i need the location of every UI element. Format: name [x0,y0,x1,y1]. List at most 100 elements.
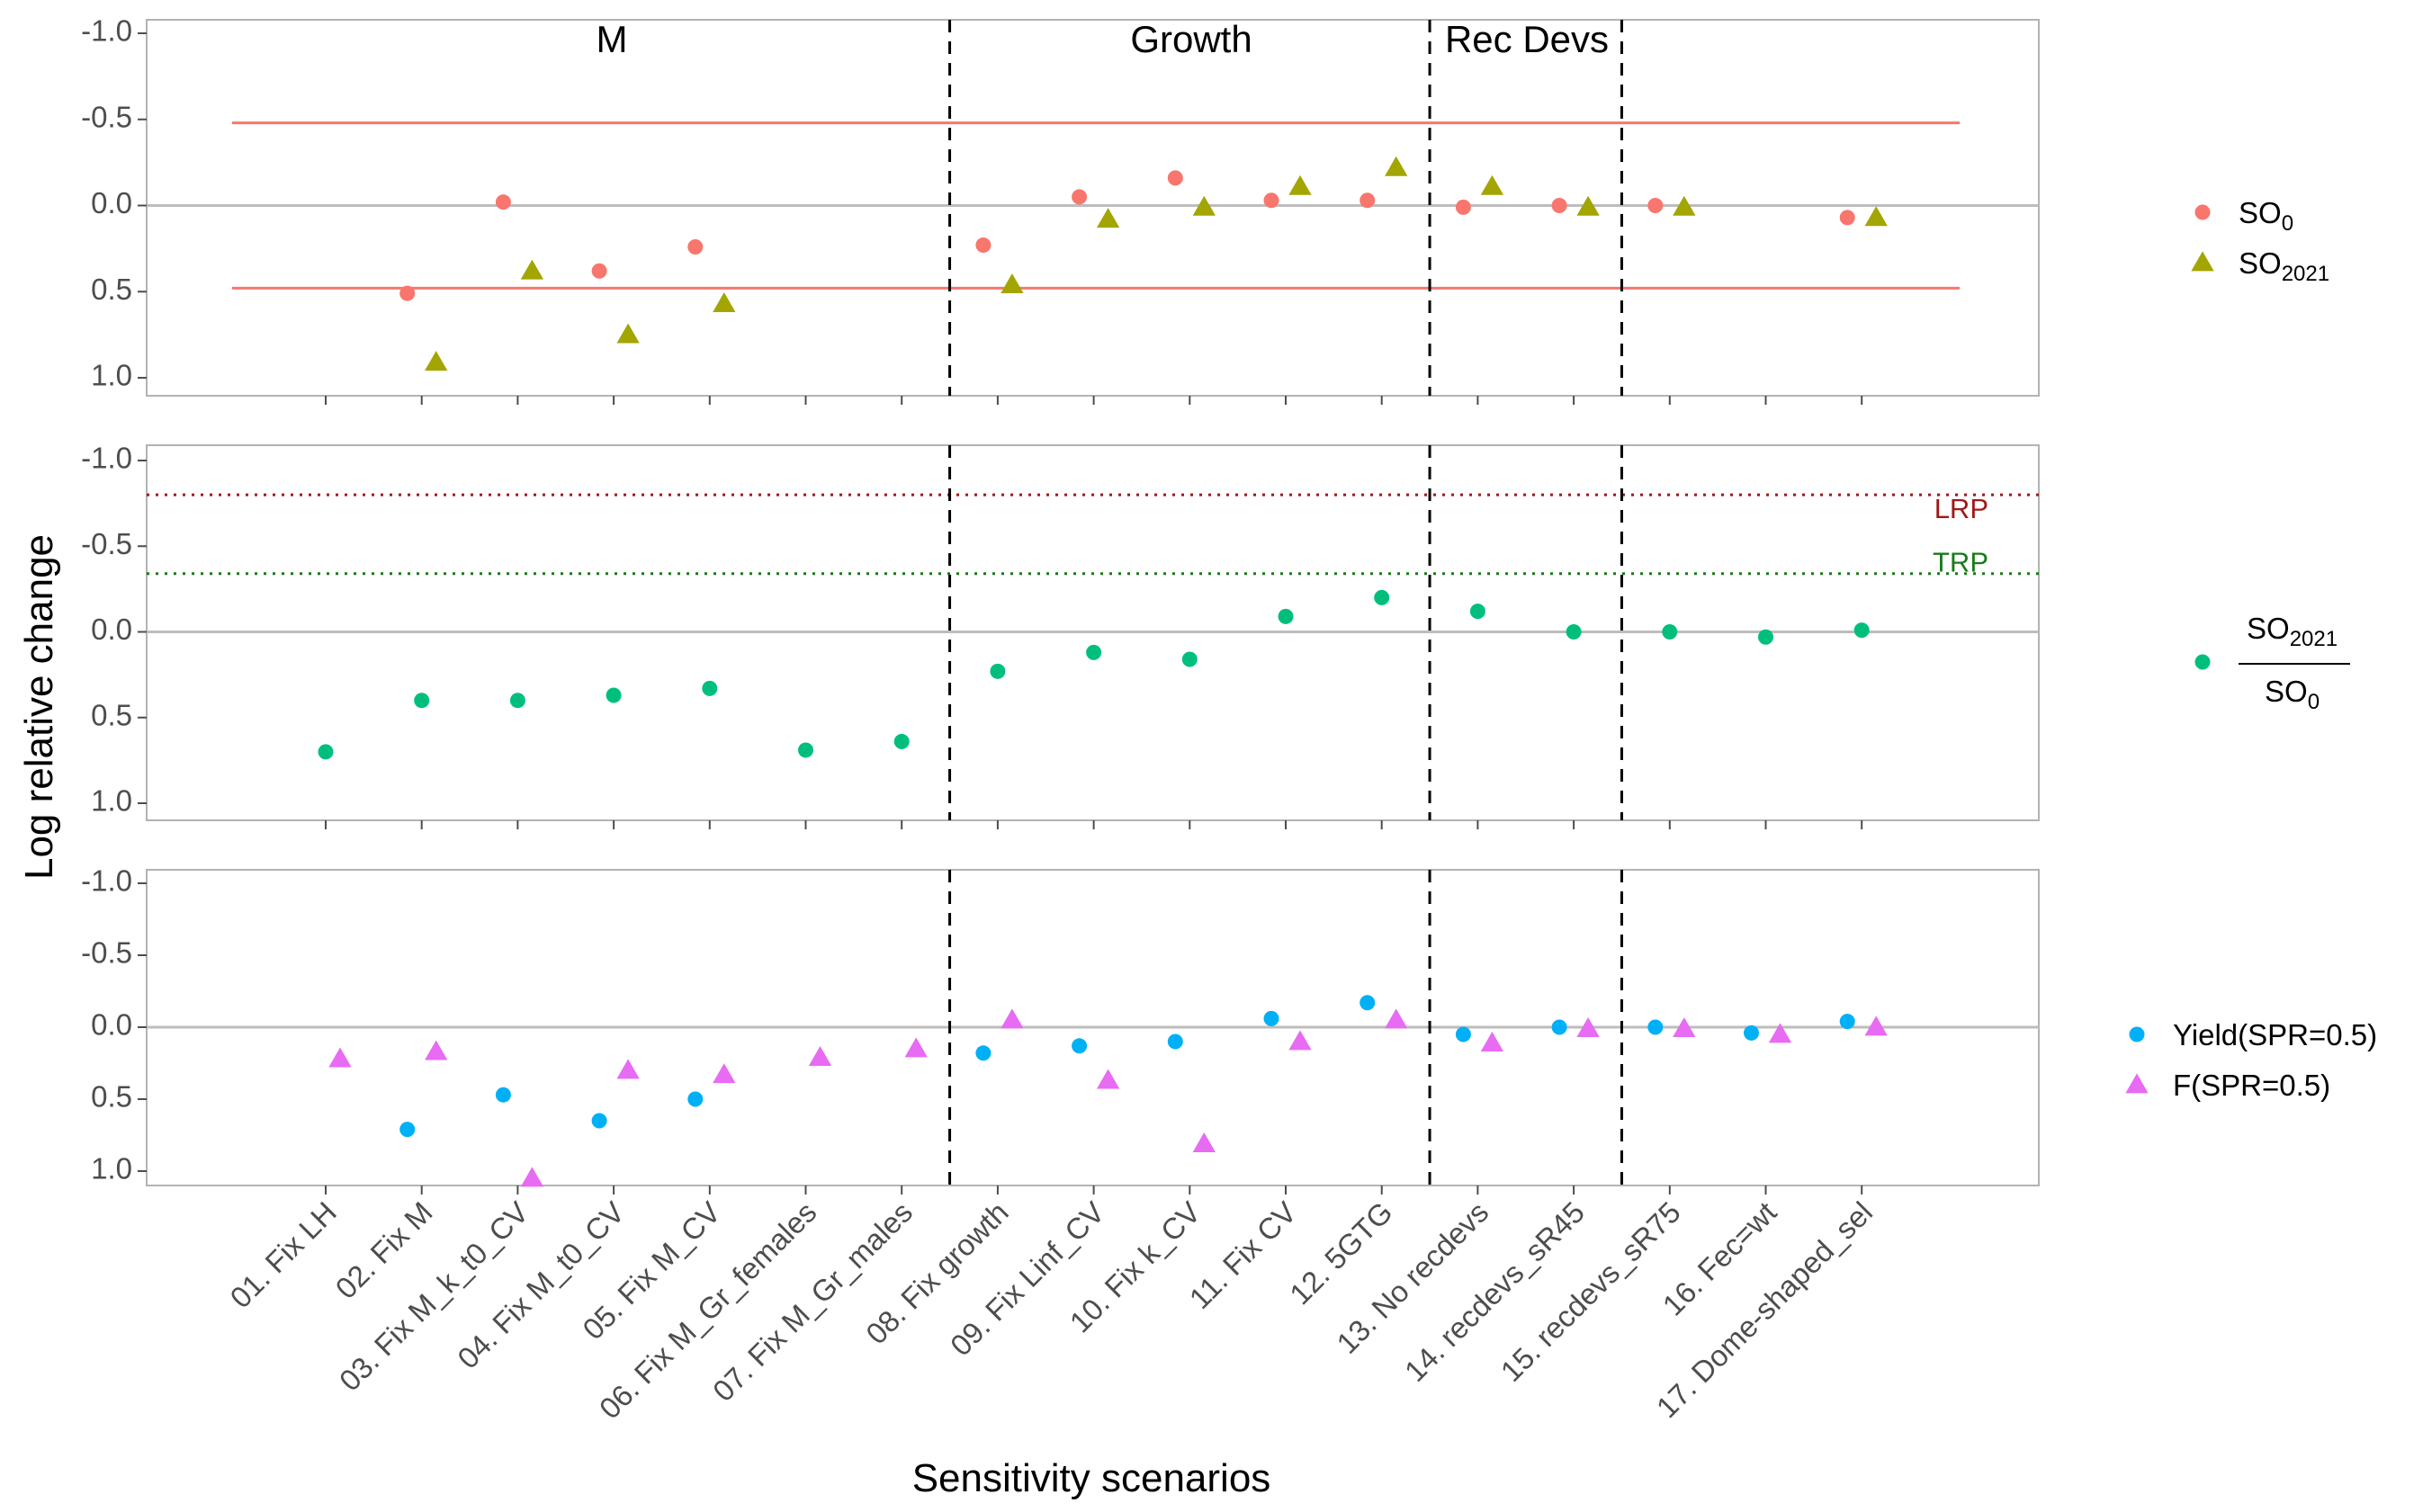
data-point [904,1037,928,1058]
data-point [1385,156,1408,176]
data-point [495,1087,511,1103]
legend-key [2129,1026,2145,1042]
x-tick-label: 14. recdevs_sR45 [1398,1195,1591,1388]
y-tick-label: -0.5 [81,527,132,560]
plot-layer: 1.0 0.5 0.0 -0.5 -1.0 1.0 0.5 0.0 -0.5 -1.0 TRP LRP… [81,14,2377,1426]
data-point [616,1059,640,1079]
data-point [1278,608,1294,624]
legend-subscript: 0 [2282,211,2293,236]
y-tick-label: 0.5 [91,1080,132,1114]
data-point [1288,174,1312,195]
data-point [1647,198,1664,213]
data-point [1551,1019,1567,1035]
y-tick-label: 0.5 [91,273,132,306]
data-point [1743,1024,1759,1041]
legend-subscript: 2021 [2282,262,2329,286]
data-point [616,323,640,344]
group-label-rec-devs: Rec Devs [1445,18,1609,60]
y-tick-label: -0.5 [81,936,132,970]
y-axis-title: Log relative change [17,534,61,880]
legend-key [2125,1073,2149,1094]
data-point [1086,644,1102,660]
y-tick-label: -1.0 [81,864,132,898]
data-point [990,663,1006,679]
data-point [1192,1132,1216,1152]
data-point [893,733,910,749]
legend-label: SO2021 [2239,246,2329,286]
data-point [1576,1016,1600,1037]
series-top-0 [399,170,1855,301]
legend-numerator: SO2021 [2247,612,2338,651]
panel-frame [146,19,2040,397]
series-top-1 [425,156,1888,371]
data-point [606,687,622,703]
data-point [414,693,430,709]
data-point [1181,651,1198,667]
data-point [1768,1023,1792,1043]
y-tick-label: 0.5 [91,698,132,731]
data-point [1758,629,1773,645]
data-point [1455,199,1471,215]
x-axis-title: Sensitivity scenarios [912,1456,1271,1500]
data-point [1839,1014,1855,1030]
data-point [520,259,544,280]
legend-label: F(SPR=0.5) [2173,1069,2330,1102]
reference-label-lrp: LRP [1934,493,1988,524]
panel-bottom: 1.0 0.5 0.0 -0.5 -1.0 [81,864,2040,1194]
legend-key [2194,204,2211,220]
data-point [713,1063,736,1084]
data-point [1673,1016,1696,1037]
data-point [1360,192,1376,209]
data-point [975,1045,992,1061]
group-label-m: M [597,18,628,60]
data-point [1480,174,1504,195]
data-point [1839,210,1855,226]
data-point [1662,624,1678,640]
y-tick-label: -0.5 [81,100,132,133]
x-tick-label: 15. recdevs_sR75 [1494,1195,1687,1388]
data-point [1072,189,1088,205]
legend-subscript: 0 [2308,690,2320,714]
data-point [591,1113,607,1129]
legend-key [2191,251,2214,272]
data-point [1374,589,1390,605]
data-point [591,263,607,279]
data-point [1864,1015,1888,1036]
data-point [687,238,704,255]
series-bottom-1 [328,1008,1888,1187]
data-point [1385,1008,1408,1029]
reference-label-trp: TRP [1933,547,1988,578]
data-point [798,742,813,758]
data-point [425,1040,448,1060]
data-point [328,1047,352,1068]
data-point [520,1167,544,1187]
y-tick-label: -1.0 [81,442,132,475]
y-tick-label: 1.0 [91,1152,132,1185]
x-tick-label: 03. Fix M_k_t0_CV [333,1195,535,1398]
data-point [1673,195,1696,216]
data-point [495,194,511,210]
x-tick-label: 01. Fix LH [223,1195,343,1315]
data-point [1263,192,1279,209]
data-point [1167,1033,1183,1050]
data-point [687,1091,704,1107]
data-point [1167,170,1183,186]
y-tick-label: 1.0 [91,784,132,818]
y-tick-label: 1.0 [91,359,132,392]
data-point [1480,1031,1504,1051]
data-point [975,237,992,254]
data-point [509,693,525,709]
data-point [1576,195,1600,216]
data-point [1566,624,1582,640]
legend-label: SO0 [2239,196,2293,236]
data-point [1551,198,1567,213]
data-point [318,744,334,760]
legend-subscript: 2021 [2290,627,2338,651]
y-tick-label: 0.0 [91,1008,132,1042]
data-point [425,351,448,371]
panel-top: 1.0 0.5 0.0 -0.5 -1.0 [81,14,2040,405]
data-point [1864,206,1888,227]
data-point [399,285,416,301]
data-point [713,292,736,313]
